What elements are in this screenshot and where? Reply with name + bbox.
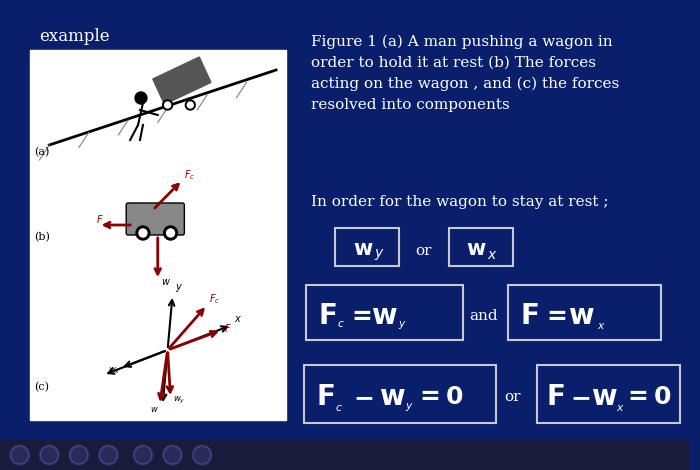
Circle shape	[164, 102, 171, 108]
Text: In order for the wagon to stay at rest ;: In order for the wagon to stay at rest ;	[311, 195, 608, 209]
Text: $w$: $w$	[150, 405, 159, 414]
Text: $\mathbf{w}$: $\mathbf{w}$	[591, 383, 617, 411]
Text: Figure 1 (a) A man pushing a wagon in
order to hold it at rest (b) The forces
ac: Figure 1 (a) A man pushing a wagon in or…	[311, 35, 619, 112]
Circle shape	[39, 445, 60, 465]
Circle shape	[162, 100, 172, 110]
Text: $_x$: $_x$	[616, 399, 624, 414]
Text: $_y$: $_y$	[398, 317, 407, 332]
Text: $F_c$: $F_c$	[184, 168, 195, 182]
Text: $\mathbf{=}$: $\mathbf{=}$	[347, 304, 372, 328]
Circle shape	[193, 445, 212, 465]
Circle shape	[186, 100, 195, 110]
Text: (c): (c)	[34, 382, 50, 392]
Text: $\mathbf{-}$: $\mathbf{-}$	[570, 385, 590, 409]
Text: (a): (a)	[34, 147, 50, 157]
Text: example: example	[39, 28, 110, 45]
FancyBboxPatch shape	[335, 228, 399, 266]
FancyBboxPatch shape	[508, 285, 661, 340]
Circle shape	[133, 445, 153, 465]
Text: $\mathbf{= 0}$: $\mathbf{= 0}$	[623, 385, 672, 409]
Text: $\mathbf{F}$: $\mathbf{F}$	[546, 383, 564, 411]
Text: $w_x$: $w_x$	[108, 365, 121, 376]
Circle shape	[99, 445, 118, 465]
Text: $w$: $w$	[161, 277, 171, 287]
Text: $_y$: $_y$	[405, 399, 414, 414]
Circle shape	[188, 102, 193, 108]
FancyBboxPatch shape	[306, 285, 463, 340]
Text: $\mathbf{w}$: $\mathbf{w}$	[379, 383, 406, 411]
Text: $w_y$: $w_y$	[172, 395, 185, 407]
Circle shape	[167, 229, 174, 237]
Text: and: and	[469, 308, 498, 322]
Circle shape	[164, 226, 178, 240]
Circle shape	[162, 445, 183, 465]
Text: $y$: $y$	[374, 248, 384, 263]
Text: $F_c$: $F_c$	[209, 292, 220, 306]
Bar	[29, 50, 286, 420]
Text: $F$: $F$	[96, 213, 104, 225]
Text: $\mathbf{F}$: $\mathbf{F}$	[520, 301, 539, 329]
Circle shape	[136, 226, 150, 240]
Text: $_c$: $_c$	[337, 315, 345, 330]
Text: $\mathbf{=}$: $\mathbf{=}$	[542, 304, 568, 328]
Text: or: or	[416, 244, 432, 258]
Circle shape	[135, 92, 147, 104]
Circle shape	[10, 445, 29, 465]
Text: $\mathbf{F}$: $\mathbf{F}$	[316, 383, 335, 411]
Circle shape	[69, 445, 89, 465]
Text: or: or	[505, 390, 521, 404]
Text: (b): (b)	[34, 232, 50, 242]
FancyBboxPatch shape	[538, 365, 680, 423]
Text: $\mathbf{w}$: $\mathbf{w}$	[371, 301, 398, 329]
Text: $\mathbf{w}$: $\mathbf{w}$	[353, 239, 374, 259]
Bar	[153, 57, 211, 104]
Text: $x$: $x$	[487, 248, 498, 262]
Text: $y$: $y$	[176, 282, 183, 294]
Text: $\mathbf{= 0}$: $\mathbf{= 0}$	[415, 385, 464, 409]
Text: $x$: $x$	[234, 314, 241, 324]
FancyBboxPatch shape	[304, 365, 496, 423]
Circle shape	[139, 229, 147, 237]
Text: $_c$: $_c$	[335, 399, 343, 414]
Text: $\mathbf{w}$: $\mathbf{w}$	[568, 301, 595, 329]
Bar	[0, 440, 690, 470]
Text: $\mathbf{-}$: $\mathbf{-}$	[353, 385, 373, 409]
Text: $\mathbf{F}$: $\mathbf{F}$	[318, 301, 337, 329]
FancyBboxPatch shape	[449, 228, 512, 266]
FancyBboxPatch shape	[126, 203, 184, 235]
Text: $F$: $F$	[224, 322, 232, 334]
Text: $_x$: $_x$	[597, 317, 606, 332]
Text: $\mathbf{w}$: $\mathbf{w}$	[466, 239, 487, 259]
